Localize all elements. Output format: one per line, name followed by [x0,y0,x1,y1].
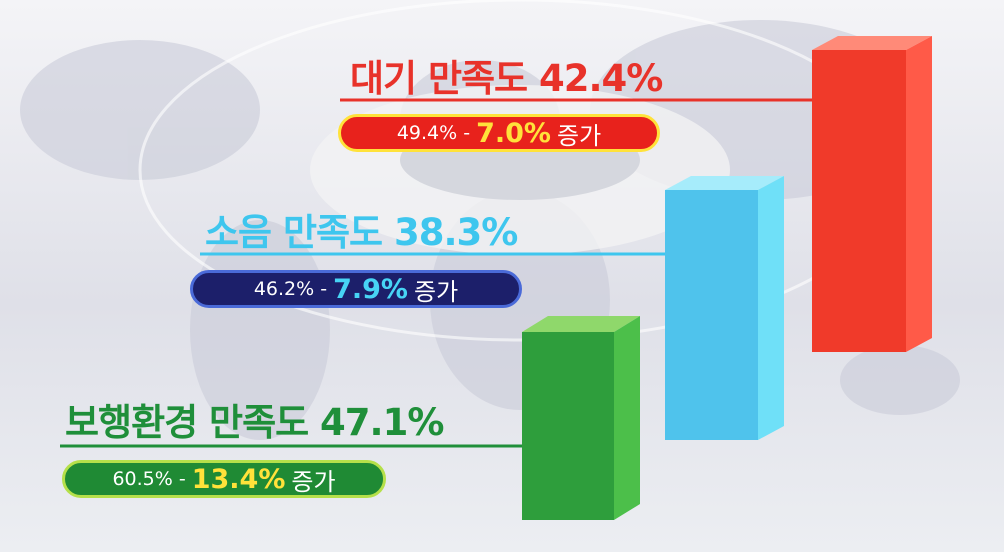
green-bar [522,316,640,520]
item-title: 대기 만족도 42.4% [350,57,663,100]
item-title: 보행환경 만족도 47.1% [65,401,444,444]
red-bar [812,36,932,352]
before-value: 49.4% - [396,122,471,144]
change-suffix: 증가 [556,121,602,150]
before-value: 60.5% - [112,468,186,490]
before-value: 46.2% - [253,278,328,300]
change-badge: 46.2% - 7.9% 증가 [190,270,522,308]
change-suffix: 증가 [291,467,336,496]
item-title: 소음 만족도 38.3% [205,211,518,254]
change-badge: 60.5% - 13.4% 증가 [62,460,386,498]
blue-bar [665,176,784,440]
change-badge: 49.4% - 7.0% 증가 [338,114,660,152]
change-value: 7.0% [476,117,551,149]
change-suffix: 증가 [413,277,459,306]
change-value: 7.9% [333,273,408,305]
change-value: 13.4% [191,463,286,495]
